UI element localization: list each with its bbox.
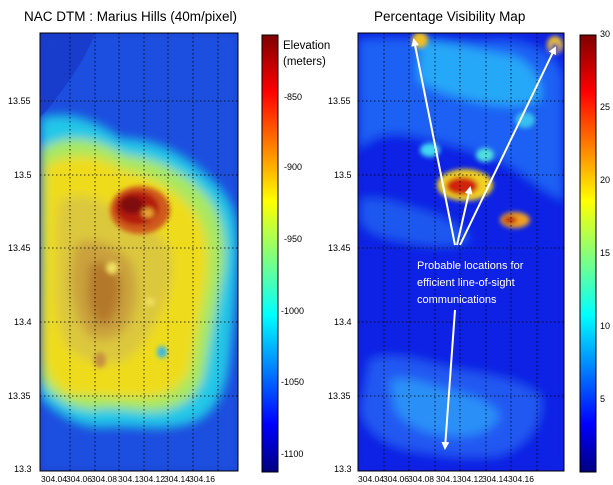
dtm-colorbar-tick: -1100 bbox=[281, 449, 304, 459]
annotation-line1: Probable locations for bbox=[417, 260, 524, 272]
visibility-colorbar-tick: 15 bbox=[600, 248, 611, 258]
visibility-x-tick: 304.06 bbox=[383, 474, 409, 484]
visibility-map bbox=[358, 33, 564, 471]
visibility-y-tick: 13.45 bbox=[328, 243, 351, 253]
dtm-y-tick: 13.5 bbox=[14, 170, 32, 180]
dtm-colorbar-label-line1: Elevation bbox=[283, 40, 331, 52]
dtm-x-tick: 304.04 bbox=[41, 474, 67, 484]
visibility-colorbar-tick: 10 bbox=[600, 321, 611, 331]
visibility-x-tick: 304.16 bbox=[508, 474, 534, 484]
dtm-x-tick: 304.08 bbox=[91, 474, 117, 484]
visibility-colorbar-tick: 20 bbox=[600, 175, 611, 185]
visibility-y-tick: 13.4 bbox=[334, 317, 352, 327]
visibility-x-tick: 304.08 bbox=[408, 474, 434, 484]
dtm-colorbar-tick: -1050 bbox=[281, 377, 305, 387]
dtm-frame bbox=[39, 32, 239, 472]
dtm-x-tick: 304.1 bbox=[118, 474, 140, 484]
visibility-grid bbox=[358, 33, 564, 471]
dtm-y-tick: 13.55 bbox=[8, 96, 31, 106]
visibility-colorbar-tick: 30 bbox=[600, 29, 611, 39]
visibility-annotation: Probable locations for efficient line-of… bbox=[417, 258, 523, 309]
visibility-y-tick: 13.3 bbox=[334, 464, 352, 474]
dtm-x-tick: 304.14 bbox=[164, 474, 190, 484]
annotation-line3: communications bbox=[417, 294, 497, 306]
dtm-colorbar-tick: -950 bbox=[284, 234, 303, 244]
dtm-colorbar-tick: -850 bbox=[284, 92, 303, 102]
annotation-line2: efficient line-of-sight bbox=[417, 277, 515, 289]
visibility-colorbar bbox=[579, 34, 597, 473]
visibility-title: Percentage Visibility Map bbox=[374, 9, 526, 24]
dtm-colorbar-tick: -1000 bbox=[281, 306, 305, 316]
visibility-x-tick: 304.04 bbox=[358, 474, 384, 484]
dtm-colorbar bbox=[261, 34, 279, 473]
dtm-y-tick: 13.3 bbox=[14, 464, 32, 474]
annotation-arrows bbox=[411, 38, 556, 450]
dtm-y-tick: 13.35 bbox=[8, 391, 31, 401]
dtm-colorbar-label-line2: (meters) bbox=[283, 56, 326, 68]
visibility-frame bbox=[357, 32, 565, 472]
visibility-colorbar-tick: 25 bbox=[600, 102, 611, 112]
dtm-title: NAC DTM : Marius Hills (40m/pixel) bbox=[24, 9, 238, 24]
dtm-colorbar-tick: -900 bbox=[284, 162, 303, 172]
visibility-x-tick: 304.14 bbox=[482, 474, 508, 484]
dtm-x-tick: 304.06 bbox=[66, 474, 92, 484]
dtm-grid bbox=[40, 33, 238, 471]
visibility-x-tick: 304.12 bbox=[457, 474, 483, 484]
dtm-colorbar-label: Elevation (meters) bbox=[283, 38, 330, 70]
visibility-y-tick: 13.5 bbox=[334, 170, 352, 180]
dtm-x-tick: 304.12 bbox=[139, 474, 165, 484]
visibility-x-tick: 304.1 bbox=[436, 474, 458, 484]
visibility-y-tick: 13.55 bbox=[328, 96, 351, 106]
visibility-colorbar-tick: 5 bbox=[600, 394, 606, 404]
dtm-y-tick: 13.4 bbox=[14, 317, 32, 327]
dtm-x-tick: 304.16 bbox=[189, 474, 215, 484]
dtm-y-tick: 13.45 bbox=[8, 243, 31, 253]
visibility-y-tick: 13.35 bbox=[328, 391, 351, 401]
